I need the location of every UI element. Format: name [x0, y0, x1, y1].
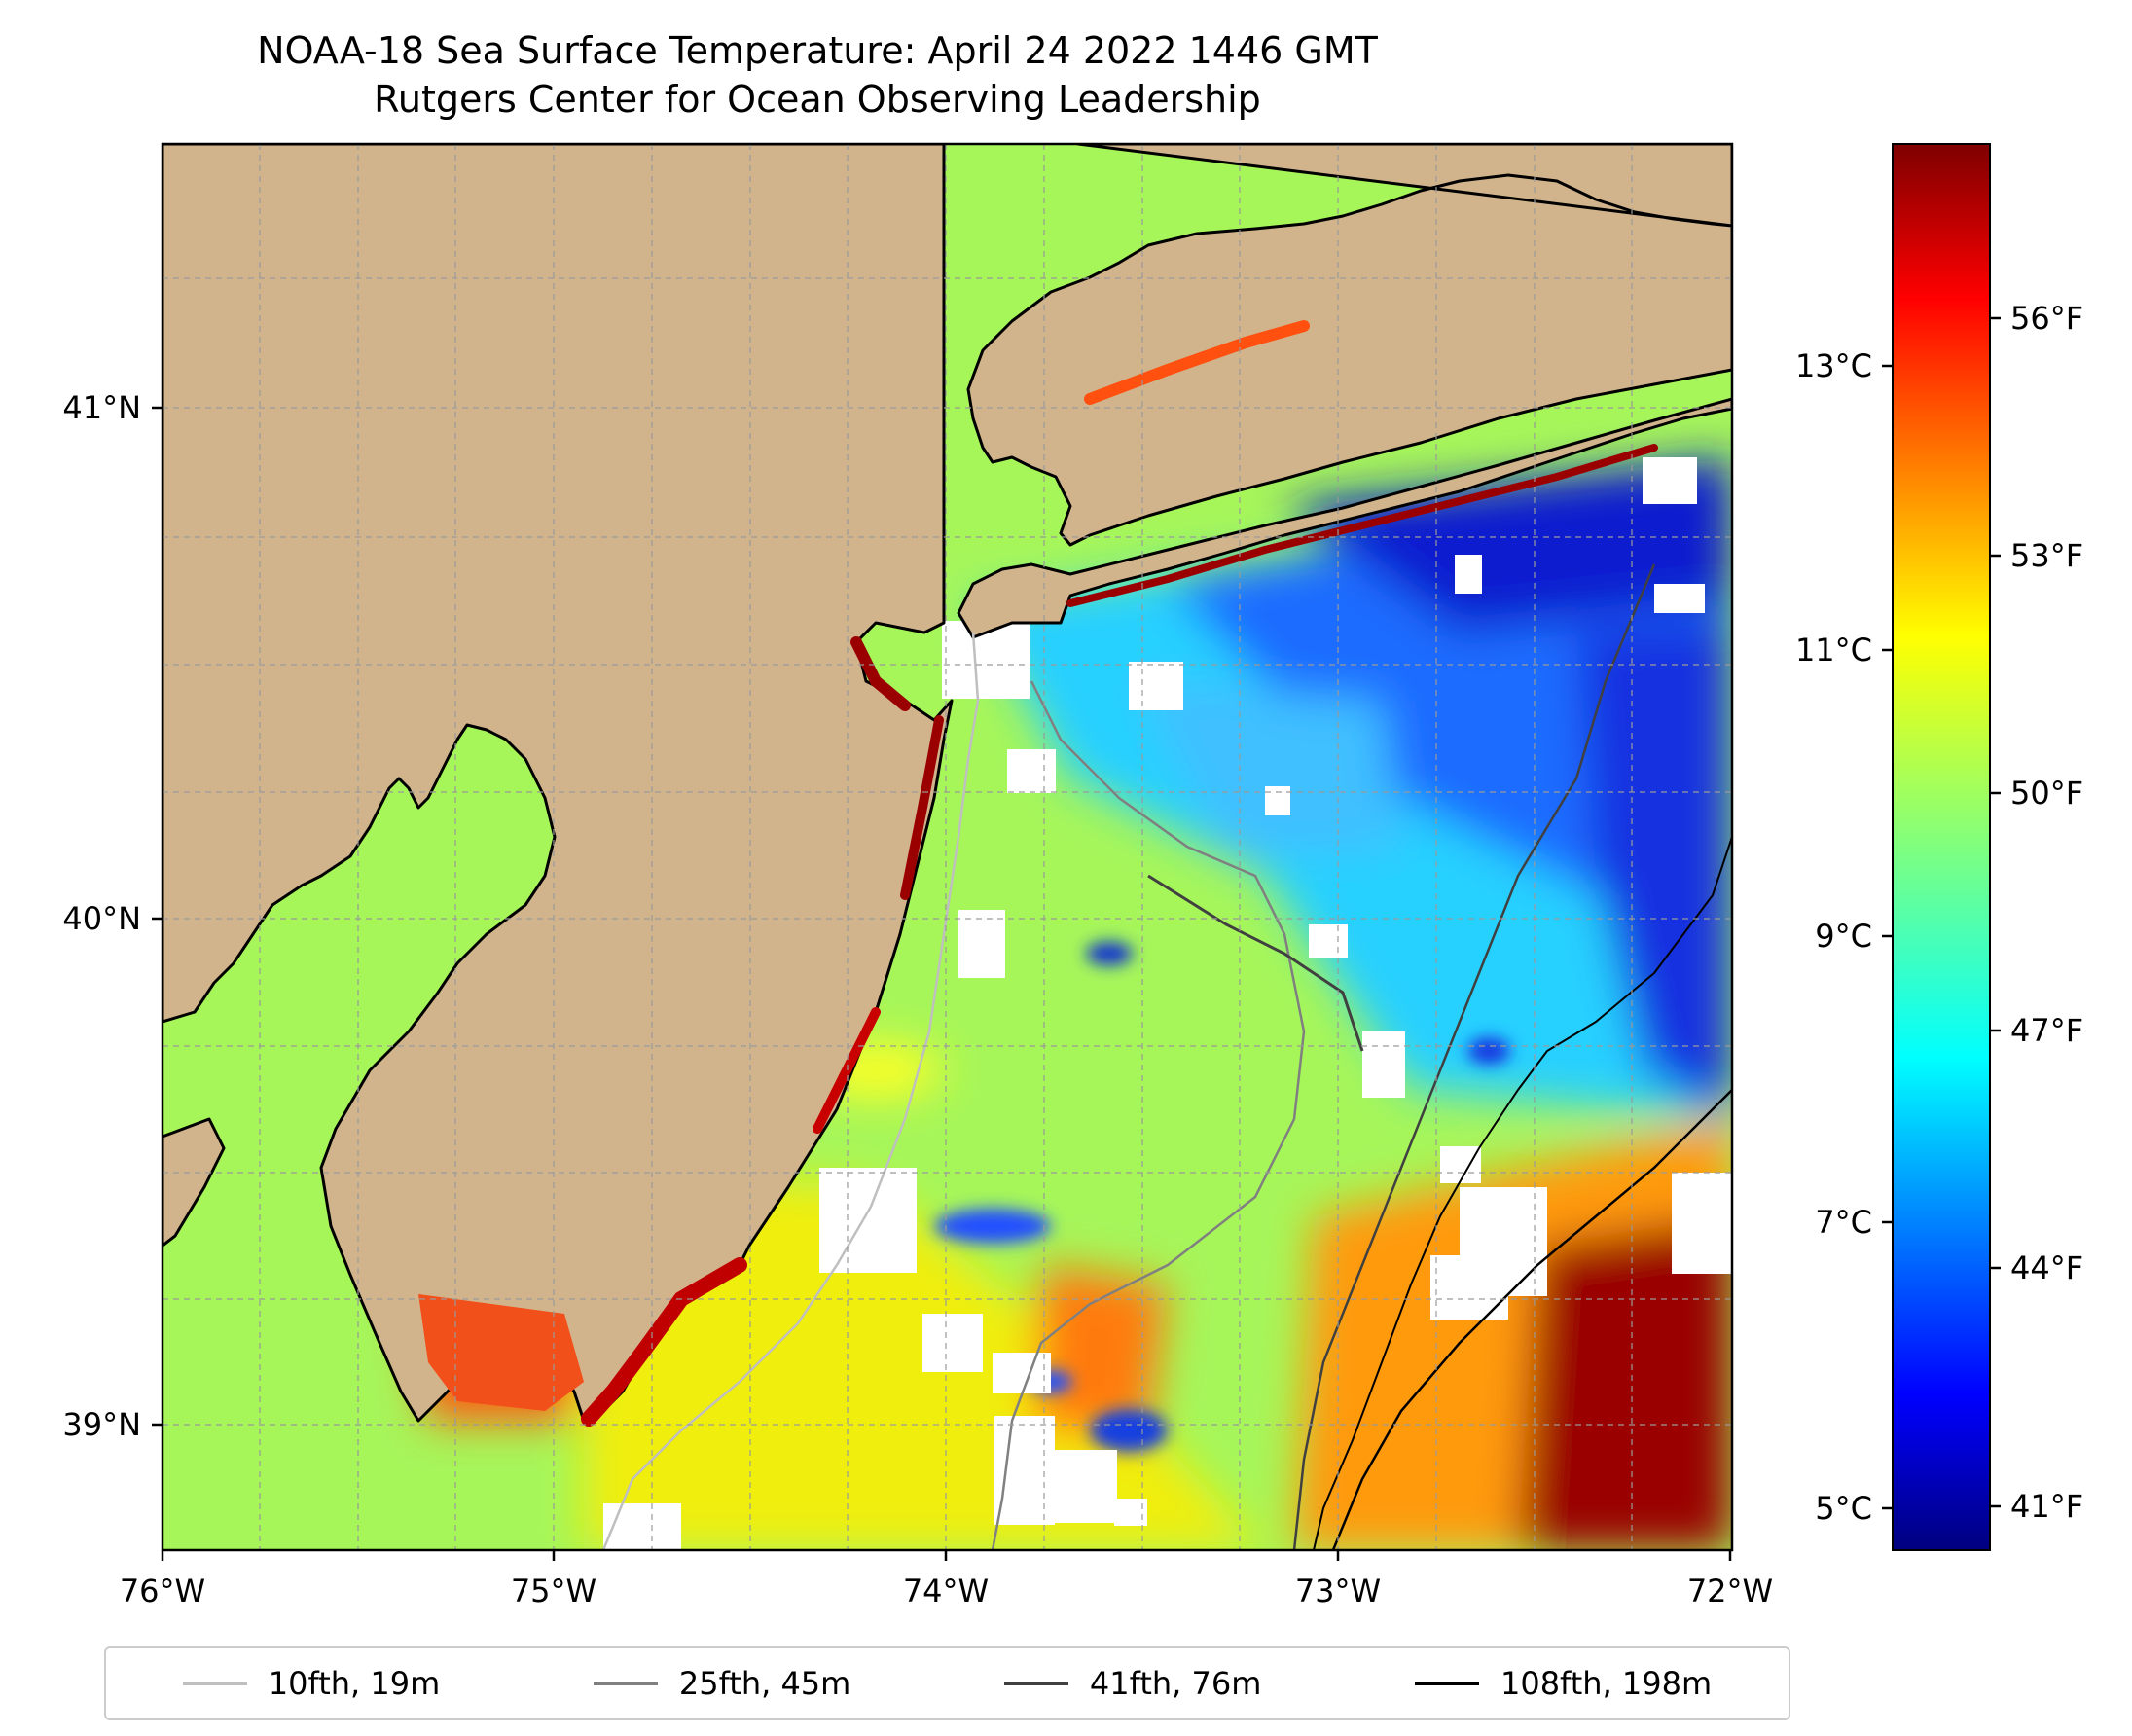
x-tick-label: 74°W	[903, 1573, 989, 1609]
colorbar-fahrenheit-label: 47°F	[2010, 1012, 2083, 1049]
y-tick-label: 41°N	[62, 389, 141, 426]
bathymetry-contours	[601, 563, 1732, 1550]
colorbar-fahrenheit-label: 56°F	[2010, 300, 2083, 337]
x-tick-label: 73°W	[1295, 1573, 1381, 1609]
y-axis-ticks	[152, 406, 163, 1427]
colorbar-celsius-label: 9°C	[1815, 918, 1872, 955]
legend-item: 25fth, 45m	[593, 1665, 851, 1702]
colorbar-celsius-label: 7°C	[1815, 1204, 1872, 1241]
legend-item-label: 10fth, 19m	[268, 1665, 441, 1702]
legend-item-label: 25fth, 45m	[678, 1665, 851, 1702]
x-tick-label: 76°W	[120, 1573, 205, 1609]
colorbar	[1892, 143, 1991, 1551]
colorbar-celsius-ticks	[1882, 364, 1893, 1510]
land	[163, 144, 1732, 1423]
colorbar-fahrenheit-label: 41°F	[2010, 1488, 2083, 1525]
coastal-warm-band	[581, 320, 1658, 1427]
legend-line-swatch	[593, 1682, 658, 1685]
colorbar-celsius-label: 5°C	[1815, 1490, 1872, 1527]
x-axis-ticks	[161, 1550, 1732, 1561]
colorbar-fahrenheit-label: 44°F	[2010, 1249, 2083, 1286]
colorbar-fahrenheit-label: 53°F	[2010, 537, 2083, 574]
y-tick-label: 40°N	[62, 900, 141, 937]
colorbar-fahrenheit-ticks	[1990, 316, 2001, 1508]
map-subtitle: Rutgers Center for Ocean Observing Leade…	[374, 78, 1261, 121]
x-tick-label: 72°W	[1687, 1573, 1773, 1609]
legend-line-swatch	[182, 1682, 247, 1685]
map-area	[163, 144, 1732, 1550]
colorbar-celsius-label: 13°C	[1795, 347, 1872, 384]
map-title: NOAA-18 Sea Surface Temperature: April 2…	[257, 29, 1378, 72]
contour-legend: 10fth, 19m 25fth, 45m 41fth, 76m 108fth,…	[104, 1646, 1790, 1720]
sst-field	[409, 457, 1732, 1550]
colorbar-celsius-label: 11°C	[1795, 632, 1872, 669]
gridlines	[163, 144, 1732, 1550]
legend-item: 41fth, 76m	[1003, 1665, 1262, 1702]
legend-item: 108fth, 198m	[1414, 1665, 1713, 1702]
legend-item-label: 108fth, 198m	[1500, 1665, 1713, 1702]
colorbar-fahrenheit-label: 50°F	[2010, 775, 2083, 812]
legend-item-label: 41fth, 76m	[1089, 1665, 1262, 1702]
map-frame	[161, 142, 1734, 1552]
x-tick-label: 75°W	[511, 1573, 596, 1609]
delaware-bay	[418, 1294, 584, 1411]
y-tick-label: 39°N	[62, 1406, 141, 1443]
legend-item: 10fth, 19m	[182, 1665, 441, 1702]
legend-line-swatch	[1414, 1682, 1479, 1685]
legend-line-swatch	[1003, 1682, 1068, 1685]
